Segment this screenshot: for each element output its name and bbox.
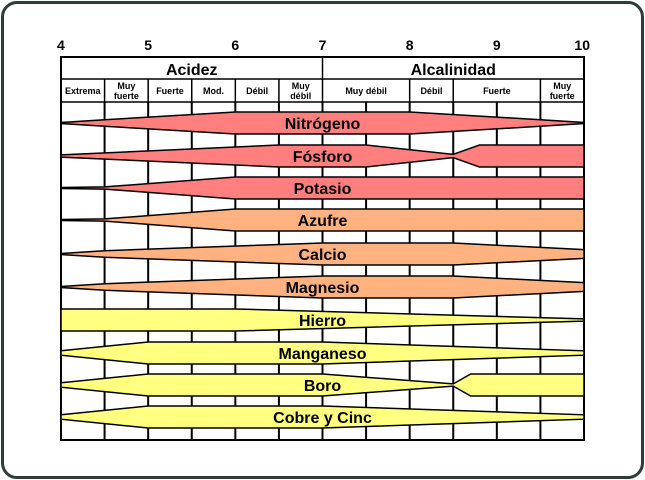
- ph-tick-label: 10: [574, 37, 590, 53]
- subheader-label: débil: [290, 91, 311, 101]
- ph-tick-label: 4: [57, 37, 65, 53]
- nutrient-band: [60, 308, 585, 332]
- nutrient-band: [60, 242, 585, 266]
- nutrient-band: [60, 144, 585, 168]
- ph-tick-label: 9: [493, 37, 501, 53]
- nutrient-band: [60, 275, 585, 299]
- ph-tick-label: 8: [406, 37, 414, 53]
- subheader-label: Muy: [117, 81, 135, 91]
- nutrient-band: [60, 405, 585, 429]
- subheader-label: Extrema: [65, 86, 102, 96]
- subheader-label: Muy: [553, 81, 571, 91]
- nutrient-label: Cobre y Cinc: [273, 410, 372, 427]
- subheader-label: Muy débil: [345, 86, 387, 96]
- nutrient-band: [60, 373, 585, 397]
- subheader-label: Fuerte: [156, 86, 184, 96]
- subheader-label: Fuerte: [483, 86, 511, 96]
- nutrient-label: Magnesio: [286, 280, 360, 297]
- subheader-label: Débil: [246, 86, 268, 96]
- nutrient-band: [60, 208, 585, 232]
- nutrient-label: Manganeso: [278, 346, 366, 363]
- alkalinity-header: Alcalinidad: [411, 62, 496, 79]
- nutrient-band: [60, 341, 585, 365]
- nutrient-label: Boro: [304, 378, 342, 395]
- subheader-label: fuerte: [114, 91, 139, 101]
- nutrient-band: [60, 111, 585, 135]
- ph-tick-label: 7: [319, 37, 327, 53]
- subheader-label: Débil: [420, 86, 442, 96]
- nutrient-label: Calcio: [298, 247, 346, 264]
- subheader-label: Muy: [292, 81, 310, 91]
- nutrient-label: Potasio: [294, 181, 352, 198]
- nutrient-label: Nitrógeno: [285, 116, 361, 133]
- ph-tick-label: 6: [231, 37, 239, 53]
- subheader-label: Mod.: [203, 86, 224, 96]
- nutrient-label: Hierro: [299, 313, 346, 330]
- acidity-header: Acidez: [166, 62, 218, 79]
- nutrient-label: Fósforo: [293, 149, 353, 166]
- ph-tick-label: 5: [144, 37, 152, 53]
- nutrient-band: [60, 176, 585, 200]
- subheader-label: fuerte: [550, 91, 575, 101]
- nutrient-label: Azufre: [298, 213, 348, 230]
